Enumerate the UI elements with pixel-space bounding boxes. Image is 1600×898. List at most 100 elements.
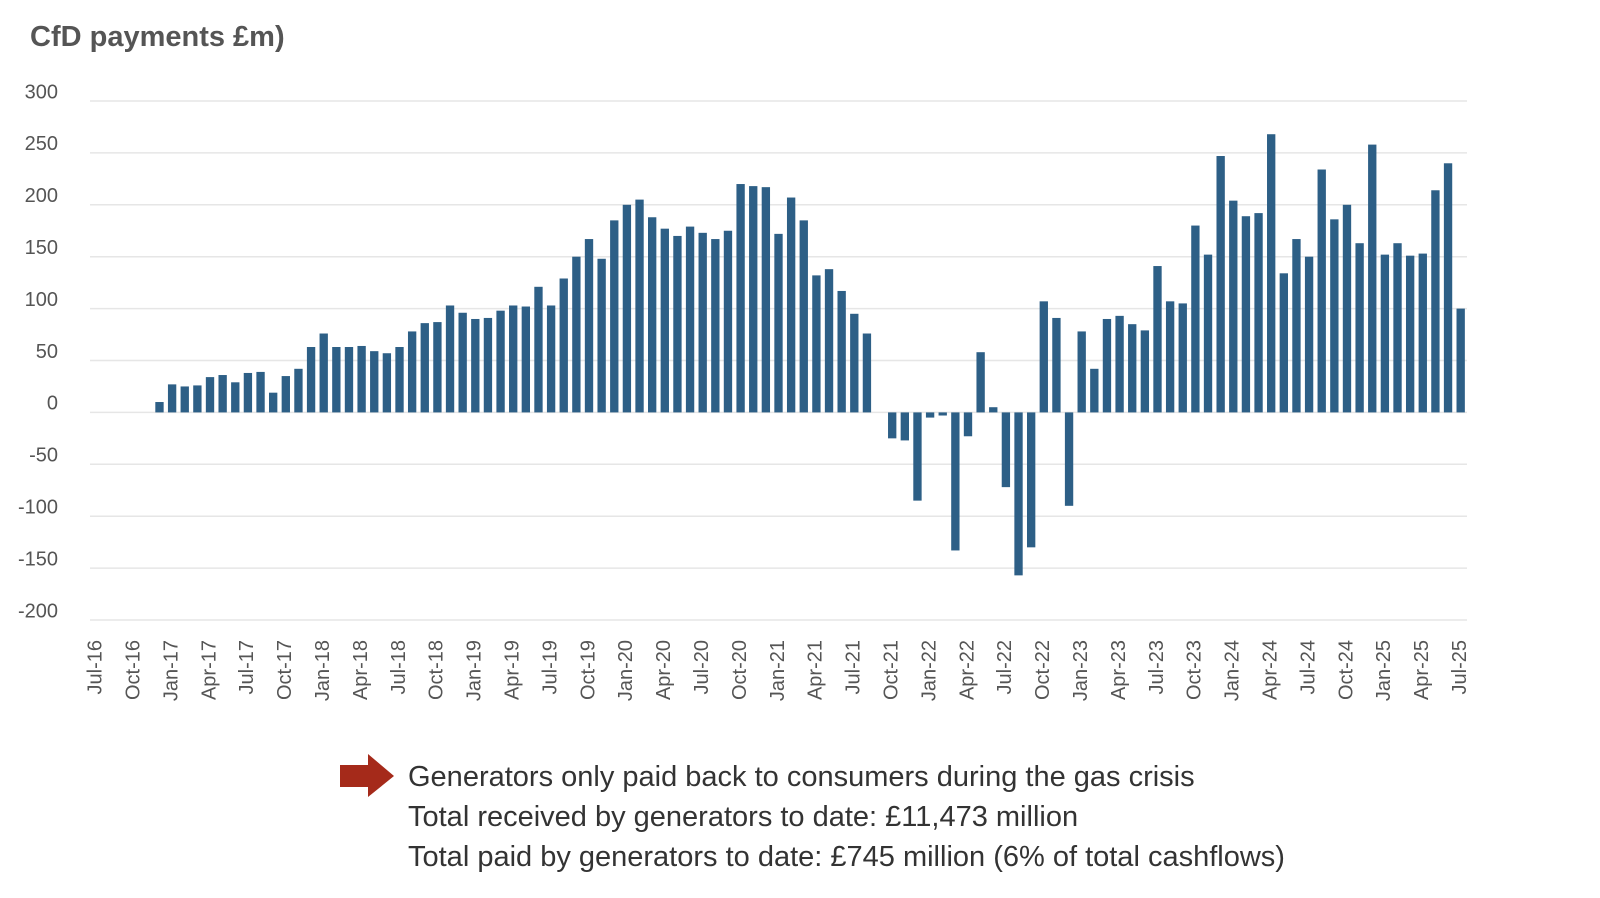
- x-tick-label: Jan-18: [312, 640, 334, 701]
- bar: [395, 347, 404, 413]
- x-tick-label: Jan-21: [767, 640, 789, 701]
- bar: [989, 407, 998, 413]
- bar: [597, 258, 606, 413]
- x-tick-label: Jul-21: [843, 640, 865, 694]
- x-tick-label: Apr-23: [1108, 640, 1130, 700]
- x-tick-label: Apr-22: [956, 640, 978, 700]
- bar: [1393, 243, 1402, 413]
- bar: [1115, 315, 1124, 413]
- bar: [155, 402, 164, 413]
- bar: [913, 412, 922, 501]
- bar: [799, 220, 808, 413]
- bar: [1026, 412, 1036, 548]
- bar: [256, 371, 265, 413]
- x-tick-label: Oct-16: [122, 640, 144, 700]
- bar: [332, 347, 341, 413]
- bar: [1090, 368, 1099, 413]
- bar: [1405, 255, 1415, 413]
- annotation: Generators only paid back to consumers d…: [408, 761, 1195, 793]
- bar: [1342, 204, 1352, 413]
- bar: [546, 305, 556, 413]
- bar: [433, 322, 442, 413]
- y-tick-label: 300: [25, 81, 58, 103]
- bar: [370, 351, 379, 413]
- y-tick-label: 150: [25, 237, 58, 259]
- bar: [1191, 225, 1200, 413]
- x-tick-label: Jul-17: [236, 640, 258, 694]
- bar: [938, 412, 947, 416]
- bar: [294, 368, 303, 413]
- bar: [1267, 134, 1276, 413]
- bar: [963, 412, 973, 437]
- bar: [1052, 317, 1061, 413]
- bar: [584, 239, 594, 413]
- bar: [1292, 239, 1301, 413]
- bar: [610, 220, 619, 413]
- bar: [167, 384, 177, 413]
- y-tick-label: -50: [29, 445, 58, 467]
- bar: [925, 412, 935, 418]
- chart-title: CfD payments £m): [30, 21, 285, 53]
- bar: [812, 275, 821, 413]
- bar: [1355, 243, 1364, 413]
- y-tick-label: 250: [25, 133, 58, 155]
- x-tick-label: Jan-25: [1373, 640, 1395, 701]
- bar: [231, 382, 240, 413]
- bar: [1368, 144, 1377, 413]
- bar: [496, 310, 505, 413]
- bar: [635, 199, 644, 413]
- bar: [218, 375, 227, 413]
- x-tick-label: Oct-22: [1032, 640, 1054, 700]
- x-tick-label: Oct-24: [1335, 640, 1357, 700]
- x-tick-label: Jul-22: [994, 640, 1016, 694]
- bar: [888, 412, 897, 439]
- bar: [648, 217, 657, 413]
- bar: [761, 187, 771, 413]
- x-tick-label: Oct-21: [880, 640, 902, 700]
- bar: [445, 305, 455, 413]
- x-tick-label: Apr-18: [350, 640, 372, 700]
- bar: [711, 239, 720, 413]
- x-tick-label: Jan-22: [918, 640, 940, 701]
- bar: [1014, 412, 1023, 576]
- annotation: Total paid by generators to date: £745 m…: [408, 841, 1285, 873]
- bar: [509, 305, 518, 413]
- bar: [1178, 303, 1187, 413]
- bar: [483, 317, 493, 413]
- bar: [862, 333, 872, 413]
- bar: [1153, 266, 1162, 413]
- bar: [1304, 256, 1314, 413]
- x-tick-label: Oct-20: [729, 640, 751, 700]
- bar: [269, 392, 278, 413]
- x-tick-label: Jul-23: [1146, 640, 1168, 694]
- bar: [1443, 163, 1453, 413]
- bar: [1431, 190, 1440, 413]
- bar: [749, 186, 758, 413]
- x-tick-label: Apr-25: [1411, 640, 1433, 700]
- bar: [1064, 412, 1074, 506]
- bar: [1203, 254, 1213, 413]
- y-tick-label: -150: [18, 548, 58, 570]
- bar: [951, 412, 960, 551]
- bar: [723, 230, 733, 413]
- bar: [1102, 318, 1112, 413]
- bar: [786, 197, 796, 413]
- y-tick-label: 200: [25, 185, 58, 207]
- bar: [306, 347, 316, 413]
- y-tick-label: -100: [18, 496, 58, 518]
- x-tick-label: Jul-20: [691, 640, 713, 694]
- bar: [1077, 331, 1086, 413]
- bar: [572, 256, 581, 413]
- x-tick-label: Oct-19: [577, 640, 599, 700]
- y-tick-label: -200: [18, 600, 58, 622]
- bar: [1229, 200, 1238, 413]
- bar: [1254, 213, 1263, 413]
- bar: [534, 286, 543, 413]
- arrow-icon: [340, 754, 394, 797]
- bar: [900, 412, 909, 441]
- x-tick-label: Jan-19: [464, 640, 486, 701]
- bar: [736, 184, 745, 413]
- bar: [193, 385, 202, 413]
- bar: [319, 333, 328, 413]
